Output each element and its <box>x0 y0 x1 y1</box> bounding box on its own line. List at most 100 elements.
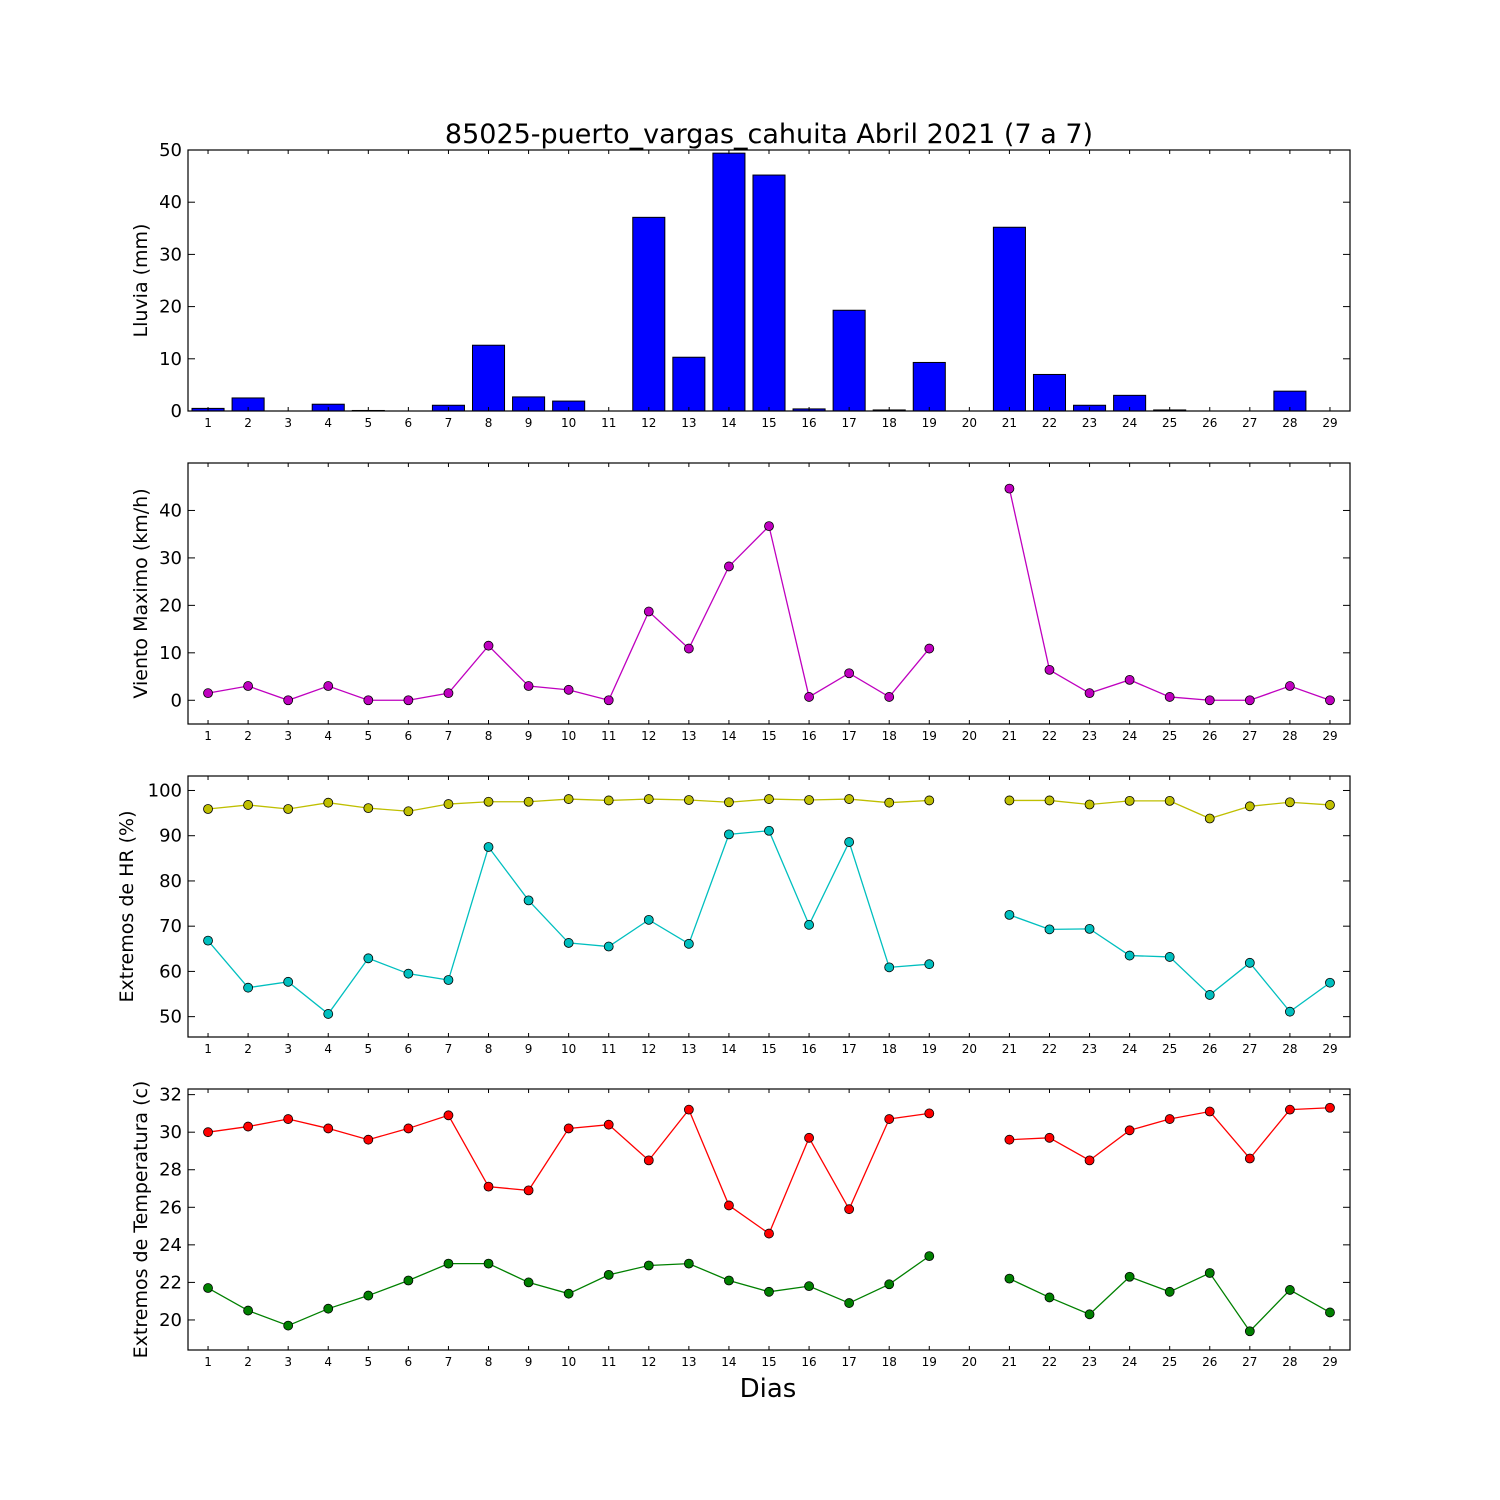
point-day-24 <box>1124 1271 1135 1282</box>
x-tick-label: 2 <box>244 729 252 743</box>
point-day-10 <box>563 1123 574 1134</box>
x-tick-label: 21 <box>1002 1355 1017 1369</box>
point-day-13 <box>683 1258 694 1269</box>
point-day-3 <box>283 804 294 814</box>
x-tick-label: 17 <box>841 1355 856 1369</box>
x-tick-label: 9 <box>525 729 533 743</box>
x-tick-label: 16 <box>801 1355 816 1369</box>
bar-day-19 <box>912 361 946 412</box>
point-day-16 <box>804 692 814 702</box>
point-day-18 <box>884 1279 895 1290</box>
x-tick-label: 18 <box>882 1042 897 1056</box>
point-day-24 <box>1124 1125 1135 1136</box>
x-tick-label: 3 <box>284 1042 292 1056</box>
x-tick-label: 9 <box>525 1042 533 1056</box>
x-tick-label: 19 <box>922 416 937 430</box>
x-tick-label: 22 <box>1042 1355 1057 1369</box>
point-day-19 <box>924 643 935 654</box>
point-day-3 <box>283 976 294 987</box>
point-day-28 <box>1284 1285 1295 1295</box>
x-tick-label: 21 <box>1002 416 1017 430</box>
point-day-1 <box>203 1283 213 1293</box>
point-day-28 <box>1284 797 1295 808</box>
x-tick-label: 8 <box>485 1355 493 1369</box>
x-tick-label: 21 <box>1002 1042 1017 1056</box>
point-day-8 <box>483 1258 494 1269</box>
point-day-22 <box>1044 665 1055 675</box>
point-day-14 <box>724 1200 734 1211</box>
point-day-12 <box>643 794 654 804</box>
x-tick-label: 7 <box>445 1355 453 1369</box>
x-tick-label: 8 <box>485 1042 493 1056</box>
x-tick-label: 24 <box>1122 416 1137 430</box>
x-tick-label: 10 <box>561 1355 576 1369</box>
bar-day-21 <box>992 226 1026 412</box>
point-day-24 <box>1124 674 1135 685</box>
y-tick-label: 24 <box>159 1235 182 1256</box>
bar-day-17 <box>832 309 866 412</box>
point-day-18 <box>884 1114 895 1124</box>
x-tick-label: 4 <box>324 1355 332 1369</box>
point-day-9 <box>523 796 534 807</box>
x-tick-label: 28 <box>1282 416 1297 430</box>
y-tick-label: 50 <box>159 1007 182 1028</box>
point-day-14 <box>724 561 734 572</box>
point-day-8 <box>483 1181 494 1192</box>
point-day-14 <box>724 829 734 840</box>
x-tick-label: 11 <box>601 1042 616 1056</box>
x-tick-label: 29 <box>1322 416 1337 430</box>
point-day-1 <box>203 804 213 814</box>
x-tick-label: 22 <box>1042 729 1057 743</box>
x-tick-label: 23 <box>1082 416 1097 430</box>
x-tick-label: 8 <box>485 416 493 430</box>
point-day-11 <box>603 941 614 952</box>
point-day-25 <box>1164 952 1175 962</box>
point-day-24 <box>1124 950 1135 961</box>
x-tick-label: 6 <box>405 416 413 430</box>
x-tick-label: 12 <box>641 416 656 430</box>
x-tick-label: 19 <box>922 1355 937 1369</box>
x-tick-label: 7 <box>445 729 453 743</box>
point-day-9 <box>523 681 534 691</box>
point-day-23 <box>1084 1155 1095 1166</box>
point-day-11 <box>603 795 614 806</box>
x-tick-label: 26 <box>1202 1042 1217 1056</box>
x-tick-label: 23 <box>1082 1042 1097 1056</box>
point-day-6 <box>403 968 414 979</box>
x-tick-label: 16 <box>801 729 816 743</box>
x-tick-label: 13 <box>681 1042 696 1056</box>
x-tick-label: 24 <box>1122 729 1137 743</box>
x-tick-label: 28 <box>1282 729 1297 743</box>
x-tick-label: 27 <box>1242 416 1257 430</box>
x-tick-label: 2 <box>244 1042 252 1056</box>
point-day-16 <box>804 795 814 805</box>
x-tick-label: 29 <box>1322 1355 1337 1369</box>
x-tick-label: 24 <box>1122 1042 1137 1056</box>
point-day-29 <box>1325 1307 1335 1318</box>
point-day-28 <box>1284 1104 1295 1115</box>
x-tick-label: 20 <box>962 416 977 430</box>
x-tick-label: 29 <box>1322 1042 1337 1056</box>
x-tick-label: 4 <box>324 729 332 743</box>
point-day-8 <box>483 796 494 807</box>
x-tick-label: 5 <box>364 729 372 743</box>
x-tick-label: 11 <box>601 416 616 430</box>
point-day-6 <box>403 695 414 706</box>
point-day-5 <box>363 803 374 814</box>
x-tick-label: 22 <box>1042 416 1057 430</box>
point-day-10 <box>563 684 574 695</box>
panel-4: Extremos de Temperatura (c) 2022242628303… <box>130 1081 1351 1369</box>
x-tick-label: 7 <box>445 1042 453 1056</box>
point-day-26 <box>1204 813 1215 824</box>
point-day-25 <box>1164 795 1175 806</box>
point-day-21 <box>1004 909 1015 920</box>
x-tick-label: 16 <box>801 416 816 430</box>
point-day-21 <box>1004 483 1015 494</box>
point-day-15 <box>764 825 774 836</box>
y-tick-label: 10 <box>159 349 182 370</box>
point-day-8 <box>483 842 494 852</box>
point-day-14 <box>724 1275 734 1286</box>
point-day-25 <box>1164 692 1175 702</box>
